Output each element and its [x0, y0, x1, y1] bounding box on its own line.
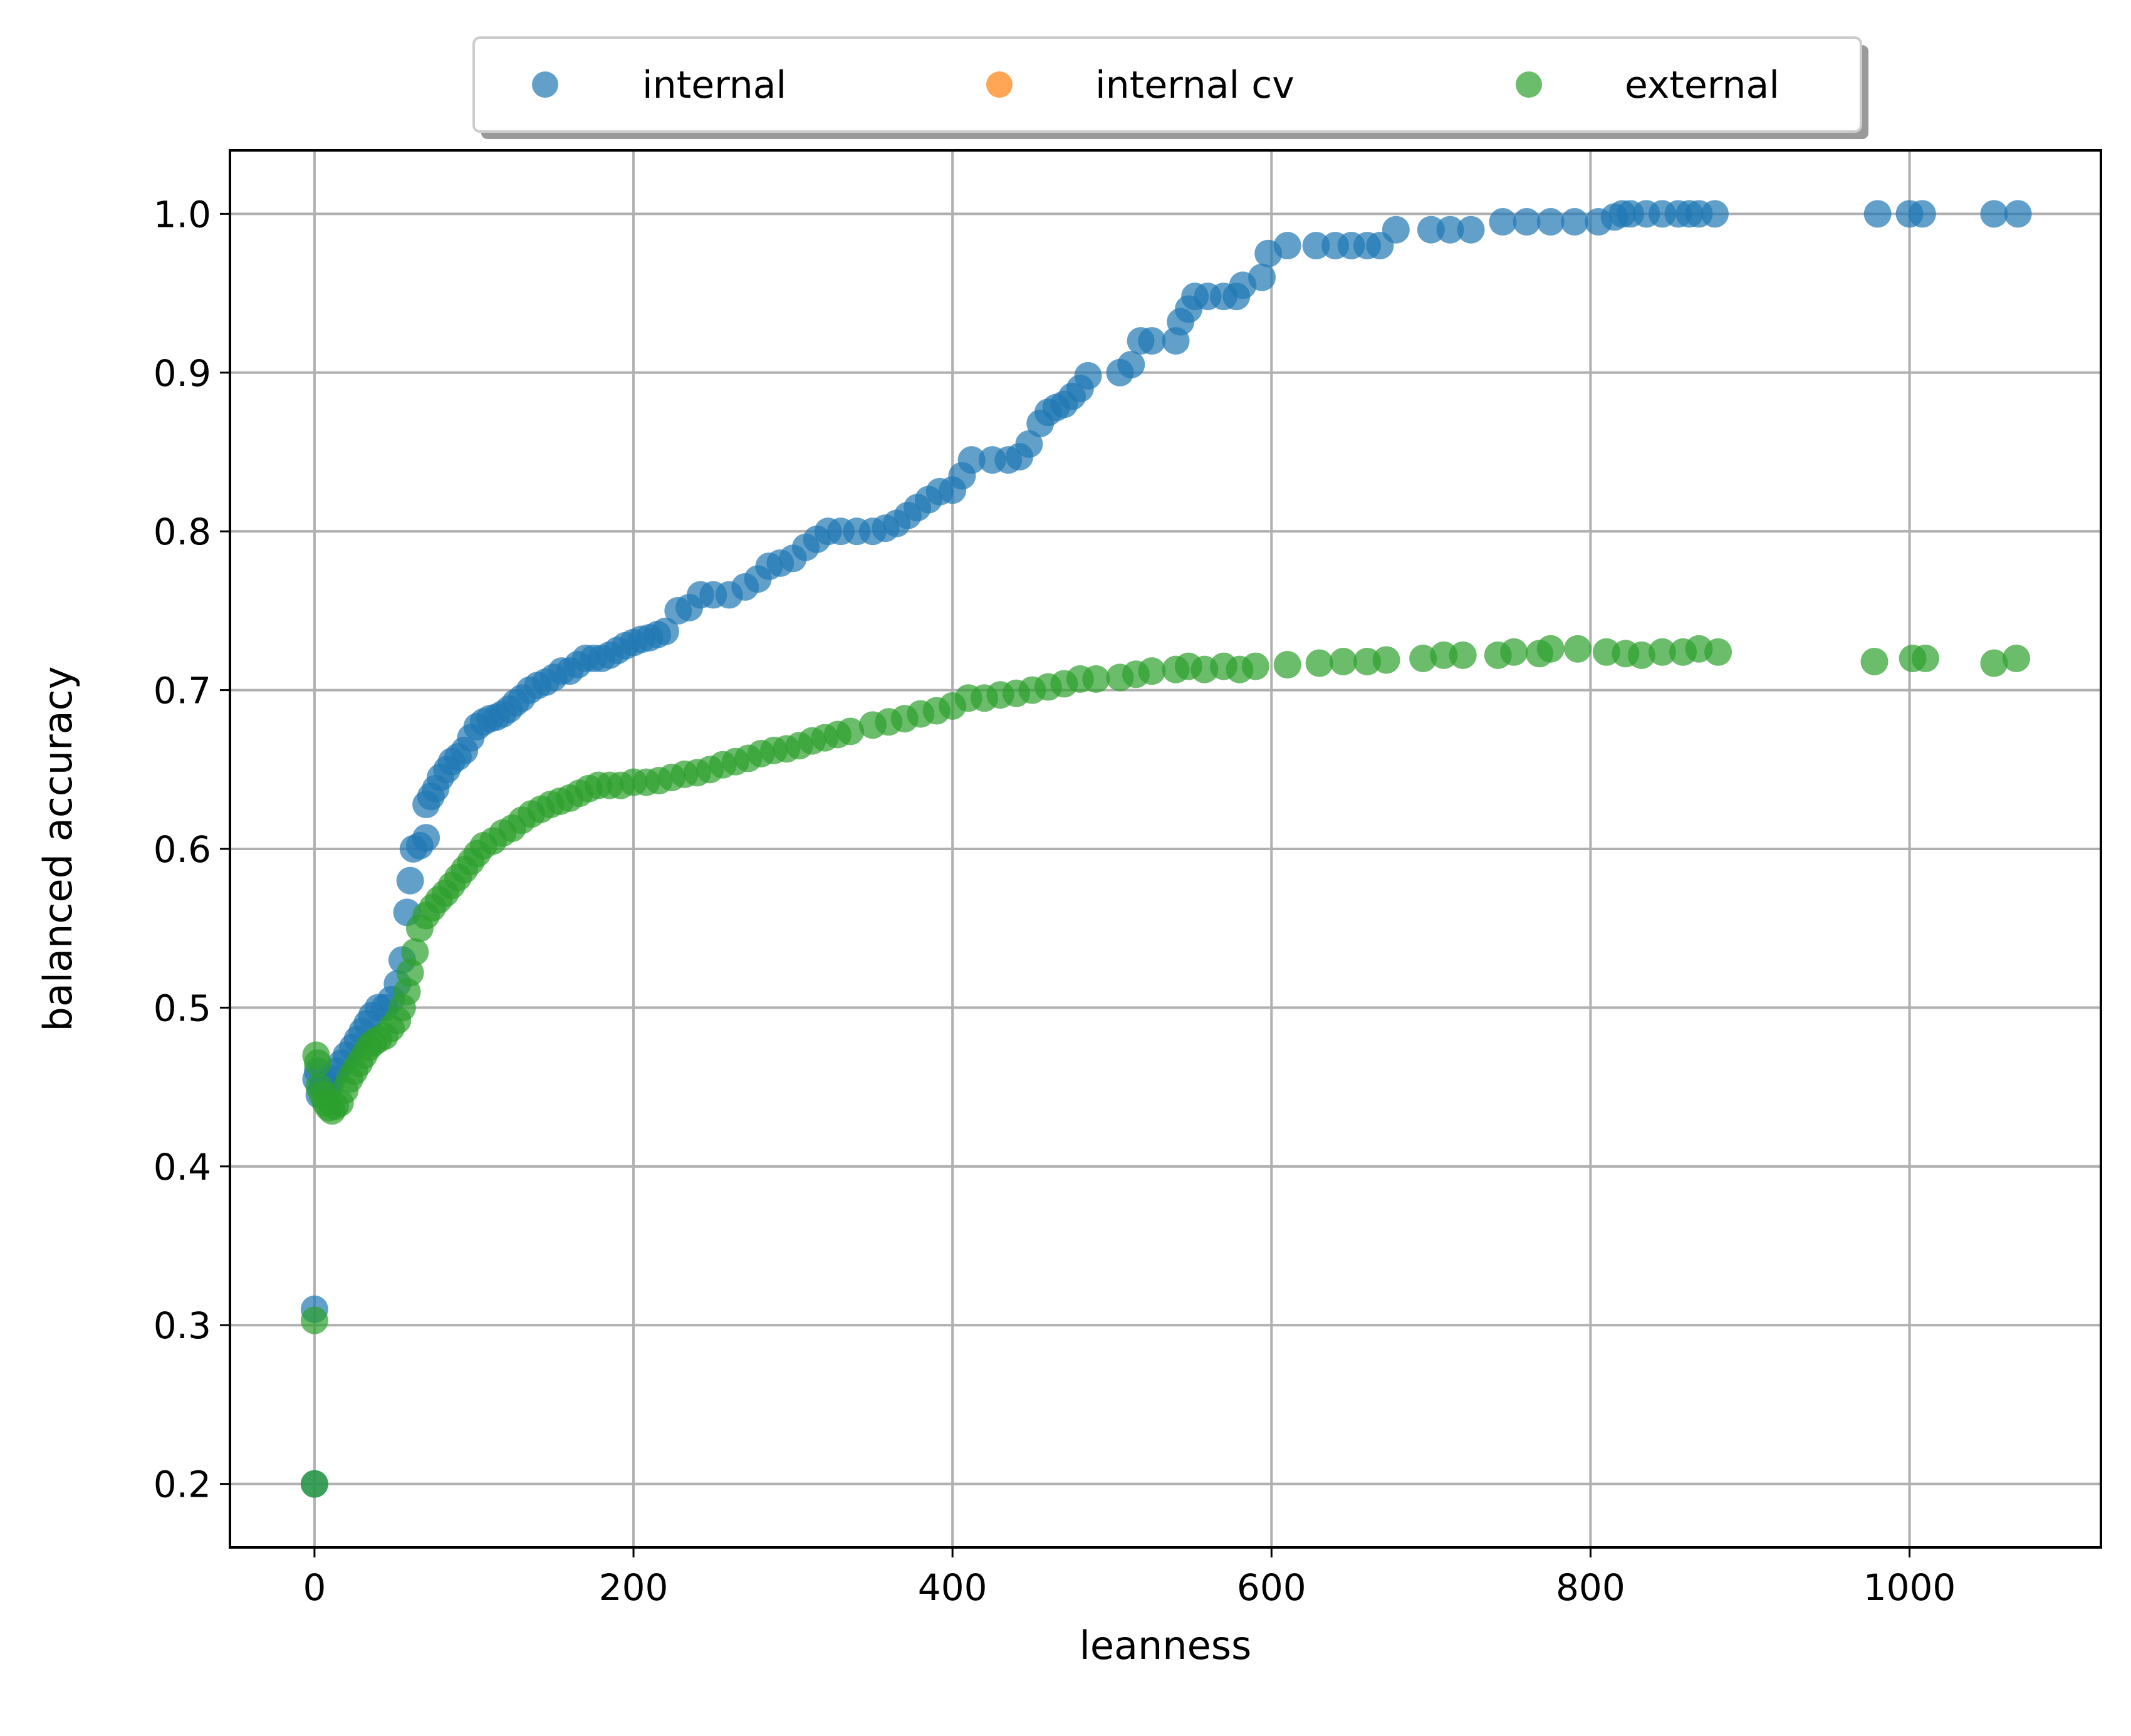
y-tick-label: 1.0 [154, 193, 211, 236]
legend-marker [986, 71, 1013, 98]
data-point [412, 824, 440, 852]
data-point [401, 938, 429, 966]
data-point [1138, 327, 1166, 355]
y-tick-label: 0.6 [154, 828, 211, 871]
data-point [1648, 638, 1676, 666]
legend-marker [1516, 71, 1542, 98]
data-point [1248, 263, 1276, 291]
data-point [1564, 635, 1592, 663]
legend-label: internal cv [1095, 63, 1295, 107]
y-tick-label: 0.5 [154, 987, 211, 1029]
data-point [1273, 651, 1301, 679]
data-point [396, 866, 424, 895]
data-point [2004, 200, 2032, 228]
legend: internal internal cv external [472, 36, 1868, 139]
data-point [836, 717, 865, 746]
x-axis: 0 200 400 600 800 1000 [303, 1547, 1956, 1609]
data-point [1302, 232, 1330, 260]
data-point [1980, 649, 2008, 677]
data-point [1560, 208, 1588, 236]
data-point [1863, 200, 1892, 228]
y-tick-label: 0.8 [154, 511, 211, 553]
data-point [1500, 638, 1528, 666]
data-point [1382, 216, 1410, 244]
data-point [1704, 638, 1732, 666]
data-point [1911, 644, 1939, 672]
data-point [1074, 361, 1102, 390]
data-point [304, 1049, 332, 1078]
plot-area [300, 200, 2032, 1498]
data-point [1417, 216, 1445, 244]
data-point [1082, 665, 1110, 693]
data-point [1241, 652, 1269, 680]
x-tick-label: 0 [303, 1566, 326, 1609]
data-point [1305, 649, 1333, 677]
y-tick-label: 0.9 [154, 352, 211, 395]
data-point [300, 1306, 328, 1334]
y-tick-label: 0.4 [154, 1146, 211, 1188]
data-point [1436, 216, 1464, 244]
y-tick-label: 0.3 [154, 1304, 211, 1347]
data-point [1329, 647, 1357, 675]
grid [230, 150, 2101, 1547]
legend-label: internal [642, 63, 786, 107]
legend-box [472, 36, 1862, 133]
x-tick-label: 800 [1556, 1566, 1625, 1609]
data-point [1449, 641, 1477, 669]
data-point [1430, 641, 1458, 669]
y-axis: 0.2 0.3 0.4 0.5 0.6 0.7 0.8 0.9 1.0 [154, 193, 230, 1506]
series-external [300, 635, 2031, 1498]
y-tick-label: 0.7 [154, 670, 211, 712]
y-tick-label: 0.2 [154, 1463, 211, 1506]
data-point [1536, 208, 1565, 236]
data-point [1908, 200, 1936, 228]
x-tick-label: 600 [1237, 1566, 1306, 1609]
data-point [1409, 644, 1437, 672]
x-axis-label: leanness [1080, 1623, 1252, 1668]
data-point [1372, 646, 1400, 674]
y-axis-label: balanced accuracy [35, 667, 81, 1032]
legend-marker [532, 71, 558, 98]
x-tick-label: 1000 [1863, 1566, 1956, 1609]
data-point [957, 446, 986, 474]
data-point [1627, 641, 1655, 669]
x-tick-label: 400 [918, 1566, 987, 1609]
data-point [1701, 200, 1729, 228]
data-point [396, 959, 424, 987]
data-point [300, 1470, 328, 1498]
data-point [1138, 657, 1166, 685]
data-point [1117, 351, 1145, 379]
data-point [1980, 200, 2008, 228]
legend-label: external [1625, 63, 1779, 107]
data-point [1513, 208, 1541, 236]
data-point [1489, 208, 1517, 236]
x-tick-label: 200 [599, 1566, 669, 1609]
data-point [1457, 216, 1485, 244]
data-point [1536, 635, 1565, 663]
data-point [651, 617, 679, 645]
data-point [1860, 647, 1889, 675]
data-point [1273, 232, 1301, 260]
data-point [1015, 430, 1043, 458]
data-point [2003, 644, 2031, 672]
